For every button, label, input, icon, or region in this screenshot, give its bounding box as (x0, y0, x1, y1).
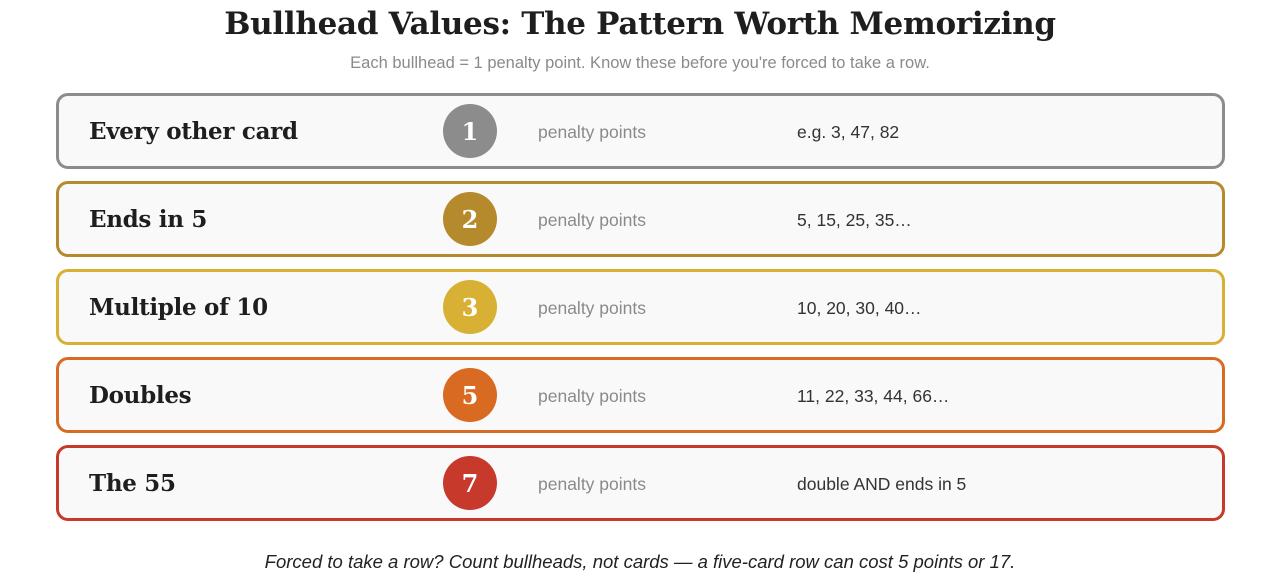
bullhead-value-list: Every other card 1 penalty points e.g. 3… (56, 93, 1225, 533)
row-label: The 55 (89, 470, 176, 497)
row-label: Every other card (89, 118, 298, 145)
footnote: Forced to take a row? Count bullheads, n… (264, 551, 1016, 572)
points-unit: penalty points (538, 122, 646, 142)
points-unit: penalty points (538, 474, 646, 494)
points-badge: 3 (443, 280, 497, 334)
row-label: Multiple of 10 (89, 294, 268, 321)
points-unit: penalty points (538, 210, 646, 230)
value-row-ends-in-5: Ends in 5 2 penalty points 5, 15, 25, 35… (56, 181, 1225, 257)
points-badge: 1 (443, 104, 497, 158)
row-examples: double AND ends in 5 (797, 474, 967, 494)
row-examples: 5, 15, 25, 35… (797, 210, 912, 230)
value-row-multiple-of-10: Multiple of 10 3 penalty points 10, 20, … (56, 269, 1225, 345)
value-row-the-55: The 55 7 penalty points double AND ends … (56, 445, 1225, 521)
row-label: Doubles (89, 382, 192, 409)
points-unit: penalty points (538, 386, 646, 406)
row-label: Ends in 5 (89, 206, 208, 233)
row-examples: e.g. 3, 47, 82 (797, 122, 900, 142)
value-row-doubles: Doubles 5 penalty points 11, 22, 33, 44,… (56, 357, 1225, 433)
row-examples: 11, 22, 33, 44, 66… (797, 386, 950, 406)
page-subtitle: Each bullhead = 1 penalty point. Know th… (350, 54, 930, 72)
points-badge: 7 (443, 456, 497, 510)
points-badge: 2 (443, 192, 497, 246)
points-badge: 5 (443, 368, 497, 422)
row-examples: 10, 20, 30, 40… (797, 298, 922, 318)
page-title: Bullhead Values: The Pattern Worth Memor… (224, 6, 1056, 42)
value-row-every-other-card: Every other card 1 penalty points e.g. 3… (56, 93, 1225, 169)
points-unit: penalty points (538, 298, 646, 318)
